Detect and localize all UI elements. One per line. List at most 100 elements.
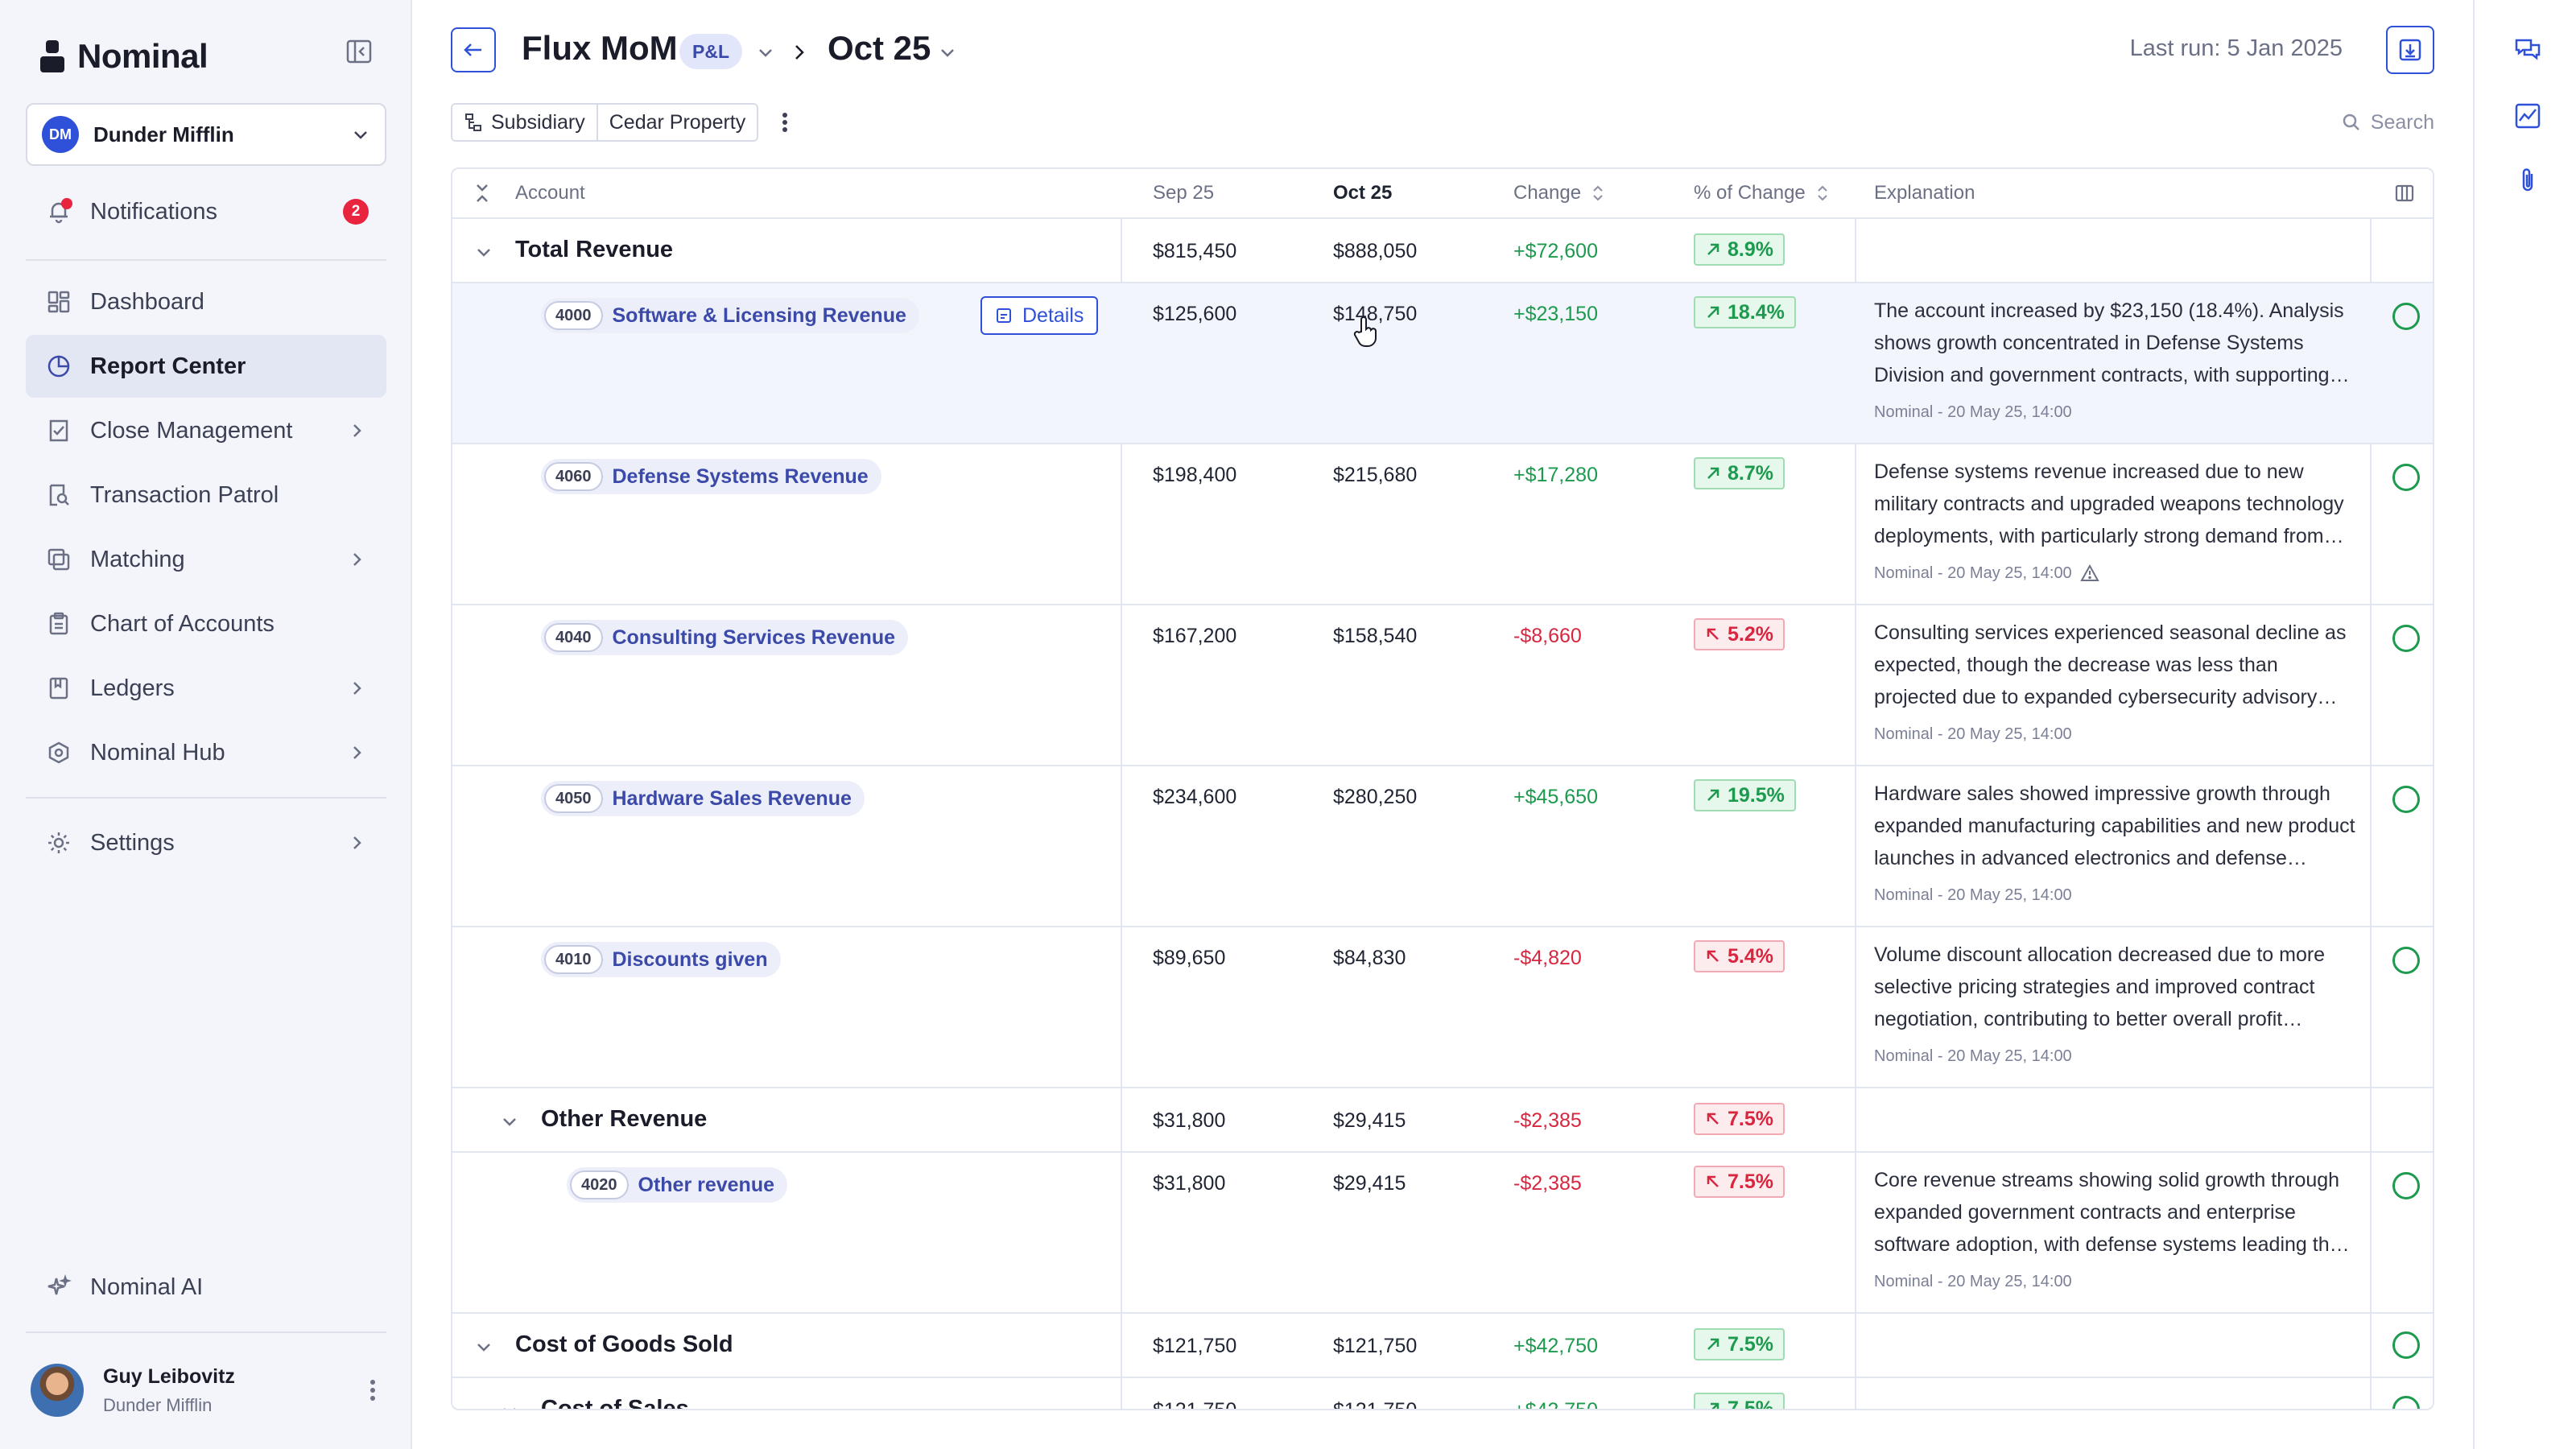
search-button[interactable]: Search — [2342, 106, 2434, 138]
curr-value: $148,750 — [1333, 303, 1418, 325]
account-chip[interactable]: 4000 Software & Licensing Revenue — [541, 298, 919, 333]
column-header-oct-25[interactable]: Oct 25 — [1333, 182, 1393, 204]
account-name: Consulting Services Revenue — [612, 625, 896, 649]
group-row-cost-of-goods-sold[interactable]: Cost of Goods Sold $121,750 $121,750 +$4… — [452, 1314, 2433, 1378]
account-chip[interactable]: 4060 Defense Systems Revenue — [541, 459, 881, 494]
column-header-change[interactable]: Change — [1513, 169, 1605, 217]
subsidiary-value[interactable]: Cedar Property — [596, 105, 758, 140]
meta-text: Nominal - 20 May 25, 14:00 — [1874, 564, 2072, 582]
account-chip[interactable]: 4010 Discounts given — [541, 942, 781, 977]
explanation-text: The account increased by $23,150 (18.4%)… — [1874, 299, 2344, 386]
chevron-right-icon — [345, 676, 369, 700]
table-row[interactable]: 4050 Hardware Sales Revenue $234,600 $280… — [452, 766, 2433, 927]
sidebar-item-nominal-hub[interactable]: Nominal Hub — [26, 721, 386, 784]
period-dropdown-button[interactable] — [935, 40, 960, 64]
account-chip[interactable]: 4040 Consulting Services Revenue — [541, 620, 909, 655]
column-header-explanation[interactable]: Explanation — [1874, 182, 1975, 204]
column-settings-button[interactable] — [2394, 169, 2415, 217]
review-status-button[interactable] — [2392, 303, 2420, 330]
sort-icon — [1593, 185, 1603, 201]
attachments-button[interactable] — [2510, 163, 2545, 198]
collapse-group-button[interactable] — [497, 1399, 522, 1409]
pct-change-badge: 8.7% — [1694, 457, 1785, 489]
column-header-pct-change[interactable]: % of Change — [1694, 169, 1830, 217]
last-run-timestamp: Last run: 5 Jan 2025 — [2129, 35, 2343, 61]
sidebar-item-transaction-patrol[interactable]: Transaction Patrol — [26, 464, 386, 526]
explanation-cell[interactable]: Defense systems revenue increased due to… — [1874, 456, 2357, 589]
group-row-other-revenue[interactable]: Other Revenue $31,800 $29,415 -$2,385 7.… — [452, 1088, 2433, 1153]
warning-icon[interactable] — [2079, 564, 2099, 582]
sidebar-item-settings[interactable]: Settings — [26, 811, 386, 874]
review-status-button[interactable] — [2392, 464, 2420, 491]
report-dropdown-button[interactable] — [753, 40, 778, 64]
filter-options-button[interactable] — [773, 108, 797, 137]
group-row-cost-of-sales[interactable]: Cost of Sales $121,750 $121,750 +$42,750… — [452, 1378, 2433, 1410]
sparkle-icon — [43, 1272, 74, 1302]
explanation-cell[interactable]: Hardware sales showed impressive growth … — [1874, 778, 2357, 911]
notification-count-badge: 2 — [343, 199, 369, 225]
change-value: +$23,150 — [1513, 303, 1598, 325]
explanation-cell[interactable]: Volume discount allocation decreased due… — [1874, 939, 2357, 1072]
account-chip[interactable]: 4050 Hardware Sales Revenue — [541, 781, 865, 816]
paperclip-icon — [2522, 168, 2533, 192]
comments-button[interactable] — [2510, 32, 2545, 68]
pct-change-badge: 5.2% — [1694, 618, 1785, 650]
meta-text: Nominal - 20 May 25, 14:00 — [1874, 1273, 2072, 1290]
analytics-button[interactable] — [2510, 98, 2545, 134]
account-chip[interactable]: 4020 Other revenue — [567, 1167, 788, 1203]
details-button[interactable]: Details — [980, 296, 1099, 335]
collapse-all-button[interactable] — [472, 169, 493, 217]
table-row[interactable]: 4000 Software & Licensing Revenue Details… — [452, 283, 2433, 444]
review-status-button[interactable] — [2392, 786, 2420, 813]
collapse-group-button[interactable] — [497, 1109, 522, 1133]
explanation-cell[interactable]: The account increased by $23,150 (18.4%)… — [1874, 295, 2357, 428]
review-status-button[interactable] — [2392, 1396, 2420, 1409]
sidebar-item-label: Notifications — [90, 198, 217, 225]
avatar — [31, 1364, 84, 1417]
column-header-sep-25[interactable]: Sep 25 — [1153, 182, 1215, 204]
explanation-text: Consulting services experienced seasonal… — [1874, 621, 2347, 708]
sidebar-item-nominal-ai[interactable]: Nominal AI — [26, 1256, 386, 1319]
org-name: Dunder Mifflin — [93, 122, 234, 147]
download-button[interactable] — [2386, 26, 2434, 74]
table-row[interactable]: 4040 Consulting Services Revenue $167,200… — [452, 605, 2433, 766]
back-button[interactable] — [451, 27, 496, 72]
sidebar-item-dashboard[interactable]: Dashboard — [26, 270, 386, 333]
collapse-group-button[interactable] — [472, 240, 496, 264]
brand[interactable]: Nominal — [39, 32, 208, 80]
sidebar-item-notifications[interactable]: Notifications 2 — [26, 180, 386, 243]
explanation-cell[interactable]: Consulting services experienced seasonal… — [1874, 617, 2357, 750]
user-profile[interactable]: Guy Leibovitz Dunder Mifflin — [31, 1360, 385, 1420]
prev-value: $234,600 — [1153, 786, 1237, 808]
collapse-group-button[interactable] — [472, 1335, 496, 1359]
table-header: Account Sep 25 Oct 25 Change % of Change… — [452, 169, 2433, 219]
review-status-button[interactable] — [2392, 947, 2420, 974]
organization-select[interactable]: DM Dunder Mifflin — [26, 103, 386, 166]
sidebar-item-ledgers[interactable]: Ledgers — [26, 657, 386, 720]
collapse-sidebar-button[interactable] — [345, 37, 374, 66]
curr-value: $888,050 — [1333, 240, 1418, 262]
column-header-account[interactable]: Account — [515, 182, 585, 204]
chat-icon — [2515, 39, 2541, 60]
table-row[interactable]: 4010 Discounts given $89,650 $84,830 -$4,… — [452, 927, 2433, 1088]
subsidiary-filter-label[interactable]: Subsidiary — [452, 105, 597, 140]
arrow-up-right-icon — [1707, 467, 1719, 479]
table-row[interactable]: 4060 Defense Systems Revenue $198,400 $21… — [452, 444, 2433, 605]
meta-text: Nominal - 20 May 25, 14:00 — [1874, 725, 2072, 743]
gear-icon — [43, 828, 74, 858]
sidebar-item-report-center[interactable]: Report Center — [26, 335, 386, 398]
group-name: Cost of Sales — [541, 1396, 689, 1410]
subsidiary-filter[interactable]: Subsidiary Cedar Property — [451, 103, 759, 142]
account-code: 4060 — [544, 462, 603, 491]
user-menu-button[interactable] — [361, 1374, 385, 1406]
sidebar-item-close-management[interactable]: Close Management — [26, 399, 386, 462]
review-status-button[interactable] — [2392, 1172, 2420, 1199]
sidebar-item-matching[interactable]: Matching — [26, 528, 386, 591]
meta-text: Nominal - 20 May 25, 14:00 — [1874, 403, 2072, 421]
review-status-button[interactable] — [2392, 1331, 2420, 1359]
explanation-cell[interactable]: Core revenue streams showing solid growt… — [1874, 1164, 2357, 1298]
table-row[interactable]: 4020 Other revenue $31,800 $29,415 -$2,38… — [452, 1153, 2433, 1314]
group-row-total-revenue[interactable]: Total Revenue $815,450 $888,050 +$72,600… — [452, 219, 2433, 283]
sidebar-item-chart-of-accounts[interactable]: Chart of Accounts — [26, 592, 386, 655]
review-status-button[interactable] — [2392, 625, 2420, 652]
